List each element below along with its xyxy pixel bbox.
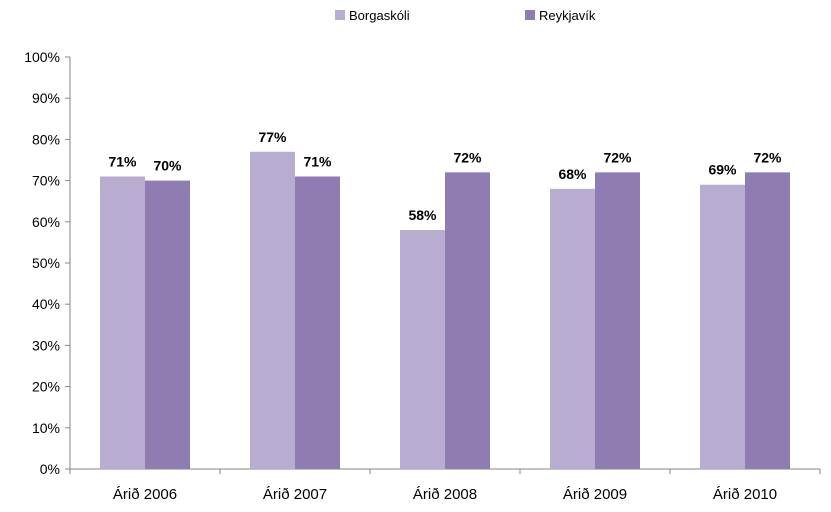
data-label: 72% [603,149,632,165]
legend-item: Reykjavík [525,8,596,23]
data-label: 71% [108,153,137,169]
legend-label: Reykjavík [539,8,596,23]
y-tick-label: 90% [32,90,60,106]
data-label: 70% [153,158,182,174]
data-label: 68% [558,166,587,182]
y-tick-label: 0% [40,461,60,477]
bar [250,151,295,469]
bar [550,188,595,469]
y-tick-label: 40% [32,296,60,312]
y-tick-label: 50% [32,255,60,271]
bar [595,172,640,470]
y-tick-label: 80% [32,131,60,147]
y-tick-label: 70% [32,173,60,189]
bars [100,151,790,470]
legend-swatch [335,10,345,20]
data-label: 69% [708,162,737,178]
y-tick-label: 100% [24,49,60,65]
data-label: 77% [258,129,287,145]
data-label: 72% [453,149,482,165]
y-tick-label: 30% [32,337,60,353]
data-labels: 71% 77% 58% 68% 69% 70% 71% 72% 72% 72% [108,129,782,223]
y-axis: 0% 10% 20% 30% 40% 50% 60% 70% 80% 90% 100% [24,49,71,477]
x-tick-label: Árið 2009 [563,486,627,503]
y-tick-label: 60% [32,214,60,230]
x-tick-label: Árið 2008 [413,486,477,503]
bar [700,184,745,469]
data-label: 58% [408,207,437,223]
x-tick-label: Árið 2007 [263,486,327,503]
legend-item: Borgaskóli [335,8,410,23]
data-label: 72% [753,149,782,165]
bar [745,172,790,470]
bar [145,180,190,469]
x-axis: Árið 2006 Árið 2007 Árið 2008 Árið 2009 Árið… [69,468,821,503]
legend: Borgaskóli Reykjavík [335,8,596,23]
bar [400,230,445,469]
legend-label: Borgaskóli [349,8,410,23]
x-tick-label: Árið 2006 [113,486,177,503]
bar [445,172,490,470]
y-tick-label: 10% [32,420,60,436]
data-label: 71% [303,153,332,169]
bar [100,176,145,470]
x-tick-label: Árið 2010 [713,486,777,503]
y-tick-label: 20% [32,379,60,395]
bar [295,176,340,470]
legend-swatch [525,10,535,20]
